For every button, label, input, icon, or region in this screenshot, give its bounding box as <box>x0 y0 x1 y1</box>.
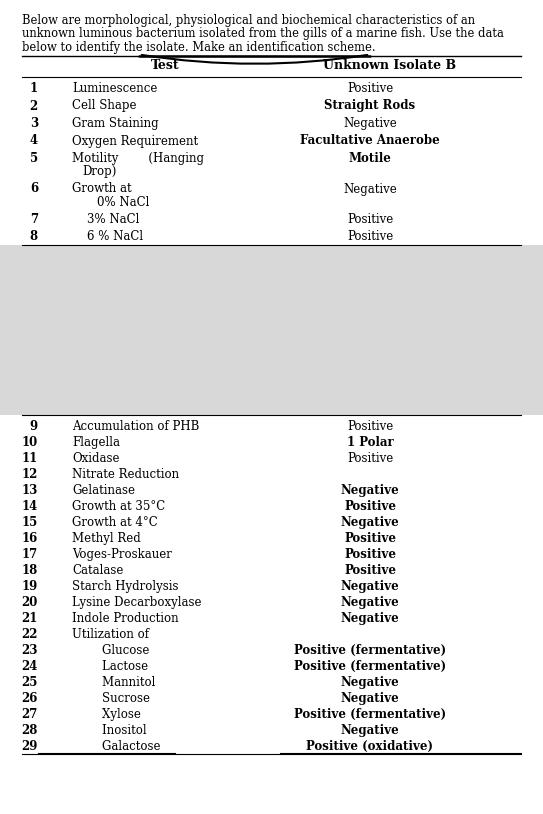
Text: Luminescence: Luminescence <box>72 82 157 95</box>
Text: Facultative Anaerobe: Facultative Anaerobe <box>300 134 440 147</box>
Text: 6 % NaCl: 6 % NaCl <box>72 230 143 243</box>
Text: 12: 12 <box>22 468 38 481</box>
Text: 9: 9 <box>30 420 38 433</box>
Text: Negative: Negative <box>340 692 399 705</box>
Text: 21: 21 <box>22 612 38 625</box>
Text: 15: 15 <box>22 516 38 529</box>
Text: Negative: Negative <box>343 182 397 195</box>
Text: Flagella: Flagella <box>72 436 120 449</box>
Text: Unknown Isolate B: Unknown Isolate B <box>324 59 457 72</box>
Text: 4: 4 <box>30 134 38 147</box>
Text: Negative: Negative <box>340 612 399 625</box>
Text: Starch Hydrolysis: Starch Hydrolysis <box>72 580 179 593</box>
Text: 7: 7 <box>30 213 38 226</box>
Text: Accumulation of PHB: Accumulation of PHB <box>72 420 199 433</box>
Text: Test: Test <box>151 59 179 72</box>
Text: Lactose: Lactose <box>72 660 148 673</box>
Text: Catalase: Catalase <box>72 564 123 577</box>
Text: 26: 26 <box>22 692 38 705</box>
Text: Gram Staining: Gram Staining <box>72 117 159 130</box>
Text: 17: 17 <box>22 548 38 561</box>
Text: 24: 24 <box>22 660 38 673</box>
Text: 29: 29 <box>22 740 38 753</box>
Text: Negative: Negative <box>340 596 399 609</box>
Text: Positive (fermentative): Positive (fermentative) <box>294 660 446 673</box>
Text: 19: 19 <box>22 580 38 593</box>
Text: Negative: Negative <box>340 676 399 689</box>
Text: Positive (fermentative): Positive (fermentative) <box>294 708 446 721</box>
Text: 2: 2 <box>30 99 38 112</box>
Text: 1: 1 <box>30 82 38 95</box>
Text: Indole Production: Indole Production <box>72 612 179 625</box>
Text: 11: 11 <box>22 452 38 465</box>
Text: Oxidase: Oxidase <box>72 452 119 465</box>
Text: 3% NaCl: 3% NaCl <box>72 213 140 226</box>
Text: Xylose: Xylose <box>72 708 141 721</box>
Text: Positive: Positive <box>347 213 393 226</box>
Text: Negative: Negative <box>340 516 399 529</box>
Text: 28: 28 <box>22 724 38 737</box>
Text: Methyl Red: Methyl Red <box>72 532 141 545</box>
Text: Negative: Negative <box>340 484 399 497</box>
Text: Positive: Positive <box>347 452 393 465</box>
Text: Inositol: Inositol <box>72 724 147 737</box>
Text: 22: 22 <box>22 628 38 641</box>
Text: 25: 25 <box>22 676 38 689</box>
Text: 27: 27 <box>22 708 38 721</box>
Text: 10: 10 <box>22 436 38 449</box>
Text: 23: 23 <box>22 644 38 657</box>
Text: Lysine Decarboxylase: Lysine Decarboxylase <box>72 596 201 609</box>
Text: unknown luminous bacterium isolated from the gills of a marine fish. Use the dat: unknown luminous bacterium isolated from… <box>22 28 504 41</box>
Text: 16: 16 <box>22 532 38 545</box>
Text: Nitrate Reduction: Nitrate Reduction <box>72 468 179 481</box>
Text: 14: 14 <box>22 500 38 513</box>
Text: Drop): Drop) <box>82 165 116 178</box>
Text: Motility        (Hanging: Motility (Hanging <box>72 152 204 165</box>
Text: 5: 5 <box>30 152 38 165</box>
Text: 13: 13 <box>22 484 38 497</box>
Text: Sucrose: Sucrose <box>72 692 150 705</box>
Text: 6: 6 <box>30 182 38 195</box>
Text: Mannitol: Mannitol <box>72 676 155 689</box>
Text: Utilization of: Utilization of <box>72 628 149 641</box>
Text: Cell Shape: Cell Shape <box>72 99 136 112</box>
Text: Negative: Negative <box>340 724 399 737</box>
Text: Growth at: Growth at <box>72 182 131 195</box>
Text: 1 Polar: 1 Polar <box>346 436 393 449</box>
Text: Negative: Negative <box>343 117 397 130</box>
Text: Positive: Positive <box>347 420 393 433</box>
Bar <box>0 245 543 415</box>
Text: Straight Rods: Straight Rods <box>324 99 415 112</box>
Text: 20: 20 <box>22 596 38 609</box>
Text: Below are morphological, physiological and biochemical characteristics of an: Below are morphological, physiological a… <box>22 14 475 27</box>
Text: Gelatinase: Gelatinase <box>72 484 135 497</box>
Text: Positive: Positive <box>347 82 393 95</box>
Text: Glucose: Glucose <box>72 644 149 657</box>
Text: Positive: Positive <box>347 230 393 243</box>
Text: 8: 8 <box>30 230 38 243</box>
Text: Galactose: Galactose <box>72 740 161 753</box>
Text: 18: 18 <box>22 564 38 577</box>
Text: Growth at 35°C: Growth at 35°C <box>72 500 165 513</box>
Text: Positive: Positive <box>344 532 396 545</box>
Text: Oxygen Requirement: Oxygen Requirement <box>72 134 198 147</box>
Text: Growth at 4°C: Growth at 4°C <box>72 516 158 529</box>
Text: Voges-Proskauer: Voges-Proskauer <box>72 548 172 561</box>
Text: Positive: Positive <box>344 564 396 577</box>
Text: below to identify the isolate. Make an identification scheme.: below to identify the isolate. Make an i… <box>22 41 376 54</box>
Text: 0% NaCl: 0% NaCl <box>82 195 149 208</box>
Text: Positive: Positive <box>344 548 396 561</box>
Text: Positive (oxidative): Positive (oxidative) <box>306 740 433 753</box>
Text: Positive (fermentative): Positive (fermentative) <box>294 644 446 657</box>
Text: 3: 3 <box>30 117 38 130</box>
Text: Positive: Positive <box>344 500 396 513</box>
Text: Negative: Negative <box>340 580 399 593</box>
Text: Motile: Motile <box>349 152 392 165</box>
